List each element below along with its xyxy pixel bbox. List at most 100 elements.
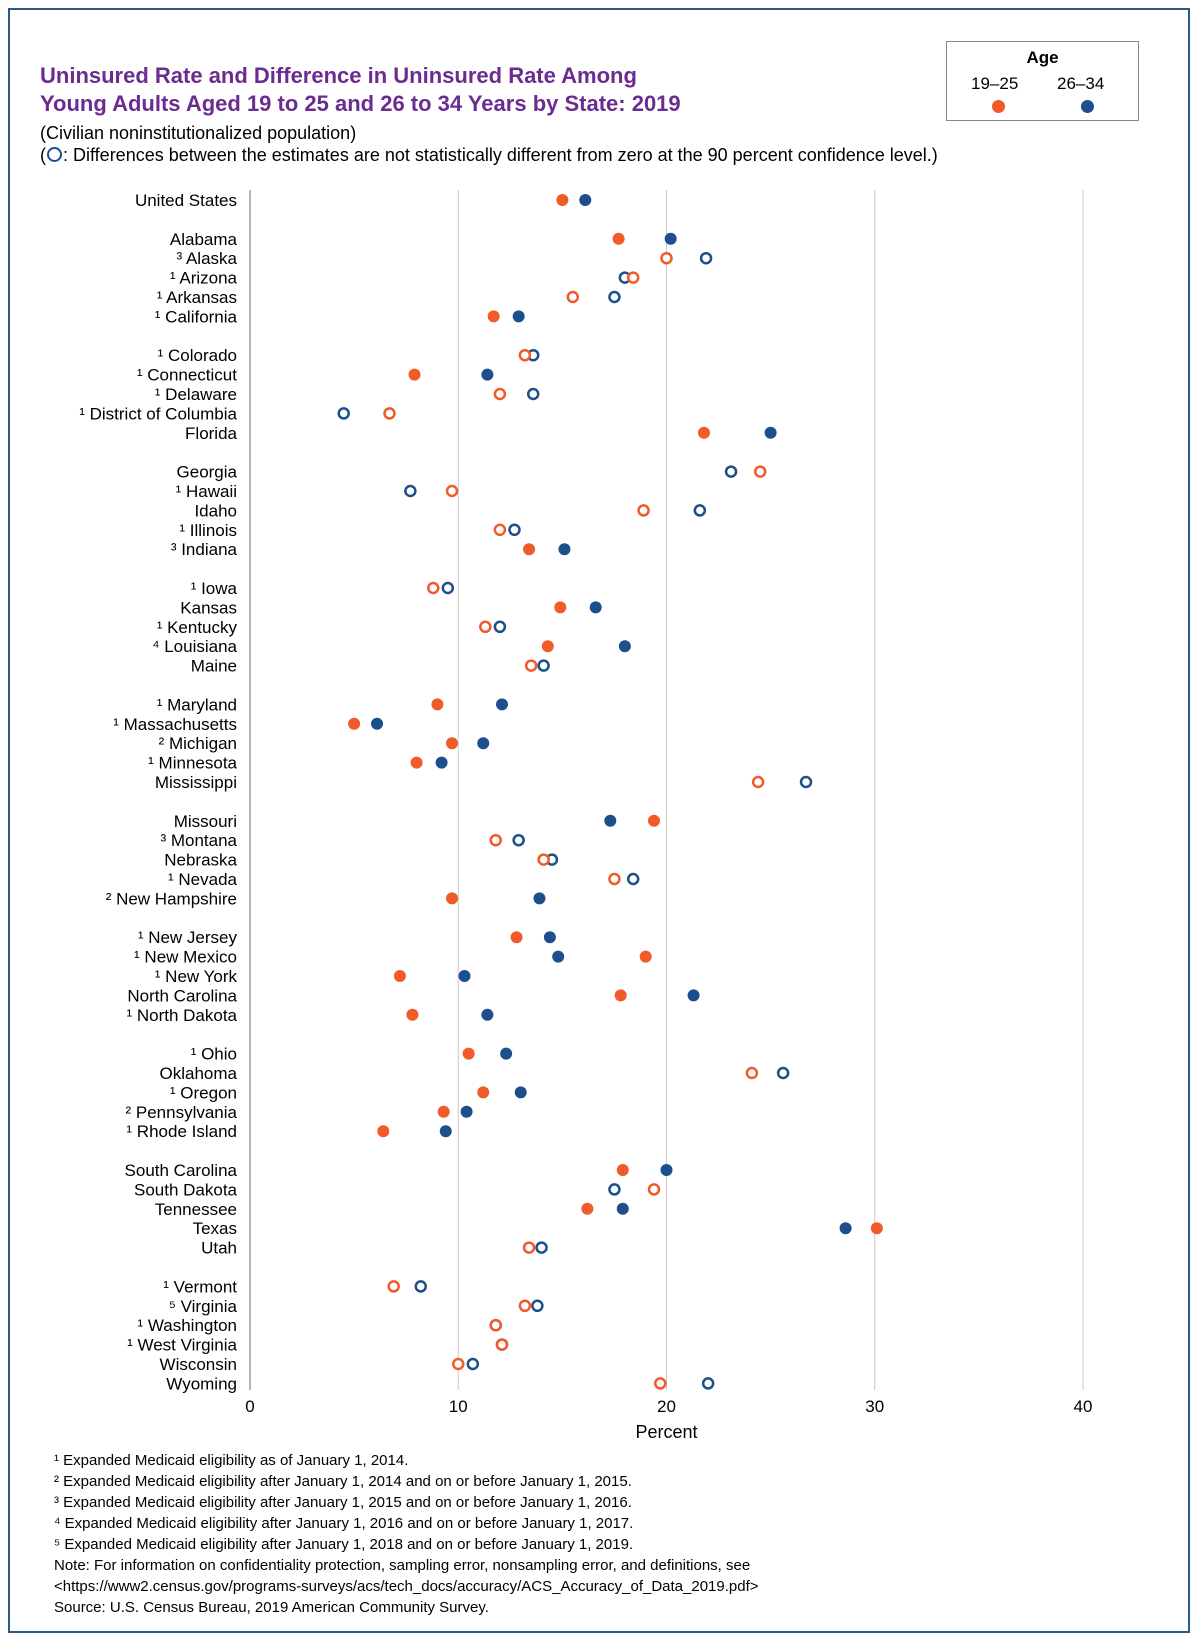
legend: Age 19–25 26–34 <box>946 41 1139 121</box>
state-label-kansas: Kansas <box>180 598 237 617</box>
data-point-19-25-north-carolina <box>614 989 627 1002</box>
data-point-19-25-indiana <box>523 543 536 556</box>
footnotes: ¹ Expanded Medicaid eligibility as of Ja… <box>54 1450 759 1618</box>
data-point-19-25-maryland <box>431 698 444 711</box>
footnote-3: ³ Expanded Medicaid eligibility after Ja… <box>54 1494 632 1511</box>
footnote-1: ¹ Expanded Medicaid eligibility as of Ja… <box>54 1452 409 1469</box>
data-point-26-34-mississippi <box>799 775 813 789</box>
state-label-idaho: Idaho <box>194 501 237 520</box>
state-label-hawaii: ¹ Hawaii <box>176 482 237 501</box>
data-point-19-25-nebraska <box>537 853 550 866</box>
data-point-19-25-hawaii <box>445 484 459 498</box>
data-point-26-34-north-carolina <box>687 989 700 1002</box>
state-label-new-york: ¹ New York <box>155 967 238 986</box>
data-point-19-25-rhode-island <box>377 1125 390 1138</box>
data-point-19-25-pennsylvania <box>437 1105 450 1118</box>
state-label-north-carolina: North Carolina <box>127 986 237 1005</box>
data-point-19-25-arkansas <box>566 290 580 304</box>
subtitle-open-paren: ( <box>40 145 46 165</box>
state-label-new-mexico: ¹ New Mexico <box>134 948 237 967</box>
data-point-19-25-new-hampshire <box>446 892 459 905</box>
data-point-19-25-delaware <box>493 387 507 401</box>
data-point-26-34-ohio <box>500 1047 513 1060</box>
state-label-ohio: ¹ Ohio <box>191 1045 237 1064</box>
data-point-19-25-south-carolina <box>616 1164 629 1176</box>
state-label-kentucky: ¹ Kentucky <box>157 618 238 637</box>
legend-label-26-34: 26–34 <box>1057 74 1105 93</box>
data-point-26-34-connecticut <box>481 368 494 381</box>
data-point-19-25-minnesota <box>410 756 423 769</box>
data-point-19-25-oklahoma <box>745 1066 759 1080</box>
data-point-26-34-maine <box>537 659 550 672</box>
data-point-26-34-iowa <box>441 581 455 595</box>
footnote-source: Source: U.S. Census Bureau, 2019 America… <box>54 1599 489 1616</box>
legend-marker-26-34 <box>1081 100 1094 113</box>
state-label-washington: ¹ Washington <box>137 1316 237 1335</box>
legend-title: Age <box>1026 48 1059 67</box>
state-label-district-of-columbia: ¹ District of Columbia <box>79 404 237 423</box>
data-point-19-25-missouri <box>648 814 661 827</box>
state-label-michigan: ² Michigan <box>159 734 237 753</box>
footnote-4: ⁴ Expanded Medicaid eligibility after Ja… <box>54 1515 634 1532</box>
footnote-5: ⁵ Expanded Medicaid eligibility after Ja… <box>54 1536 634 1553</box>
state-label-missouri: Missouri <box>174 812 237 831</box>
data-point-19-25-kansas <box>554 601 567 614</box>
data-point-19-25-new-york <box>393 970 406 982</box>
data-point-19-25-colorado <box>518 348 532 362</box>
data-point-19-25-connecticut <box>408 368 421 381</box>
data-point-26-34-wisconsin <box>466 1357 480 1371</box>
subtitle-significance-text: : Differences between the estimates are … <box>63 145 938 165</box>
data-point-19-25-tennessee <box>581 1202 594 1215</box>
data-point-26-34-delaware <box>526 387 540 401</box>
state-label-connecticut: ¹ Connecticut <box>137 366 237 385</box>
state-label-florida: Florida <box>185 424 238 443</box>
data-point-19-25-oregon <box>477 1086 490 1099</box>
data-point-26-34-kansas <box>589 601 602 614</box>
state-label-wisconsin: Wisconsin <box>160 1355 237 1374</box>
state-label-arizona: ¹ Arizona <box>170 269 238 288</box>
data-point-26-34-new-york <box>458 970 471 982</box>
data-point-19-25-wyoming <box>654 1377 667 1390</box>
x-tick-label-20: 20 <box>657 1397 676 1416</box>
data-point-26-34-kentucky <box>493 620 507 634</box>
state-label-arkansas: ¹ Arkansas <box>157 288 237 307</box>
data-point-19-25-maine <box>524 659 538 672</box>
data-point-26-34-new-mexico <box>552 950 565 963</box>
state-label-massachusetts: ¹ Massachusetts <box>113 715 237 734</box>
data-point-26-34-rhode-island <box>439 1125 452 1138</box>
data-point-19-25-nevada <box>608 872 621 886</box>
state-label-vermont: ¹ Vermont <box>163 1277 237 1296</box>
data-point-19-25-alaska <box>660 251 673 265</box>
data-point-19-25-texas <box>870 1222 883 1235</box>
data-point-19-25-idaho <box>637 504 650 517</box>
data-point-26-34-wyoming <box>701 1377 715 1390</box>
data-point-19-25-south-dakota <box>647 1183 661 1196</box>
x-tick-label-10: 10 <box>449 1397 468 1416</box>
data-point-26-34-maryland <box>495 698 508 711</box>
data-point-19-25-georgia <box>753 465 767 478</box>
state-label-minnesota: ¹ Minnesota <box>148 754 237 773</box>
data-point-19-25-louisiana <box>541 640 554 653</box>
state-label-indiana: ³ Indiana <box>171 540 238 559</box>
state-label-colorado: ¹ Colorado <box>158 346 237 365</box>
state-label-alaska: ³ Alaska <box>177 249 238 268</box>
x-tick-label-0: 0 <box>245 1397 254 1416</box>
data-point-26-34-south-dakota <box>608 1183 621 1196</box>
data-point-19-25-new-mexico <box>639 950 652 963</box>
data-point-26-34-missouri <box>604 814 617 827</box>
data-point-19-25-district-of-columbia <box>383 407 396 420</box>
data-point-26-34-montana <box>512 833 525 847</box>
state-label-california: ¹ California <box>155 307 238 326</box>
state-label-illinois: ¹ Illinois <box>179 521 237 540</box>
data-point-26-34-utah <box>535 1241 548 1254</box>
state-label-utah: Utah <box>201 1239 237 1258</box>
chart-title-line-1: Uninsured Rate and Difference in Uninsur… <box>40 63 637 88</box>
data-point-19-25-virginia <box>518 1299 532 1313</box>
data-point-26-34-idaho <box>693 504 707 517</box>
data-point-19-25-wisconsin <box>452 1357 465 1371</box>
data-point-19-25-mississippi <box>751 775 765 789</box>
data-point-19-25-montana <box>489 833 502 847</box>
data-point-19-25-utah <box>522 1241 536 1254</box>
x-tick-label-40: 40 <box>1074 1397 1093 1416</box>
